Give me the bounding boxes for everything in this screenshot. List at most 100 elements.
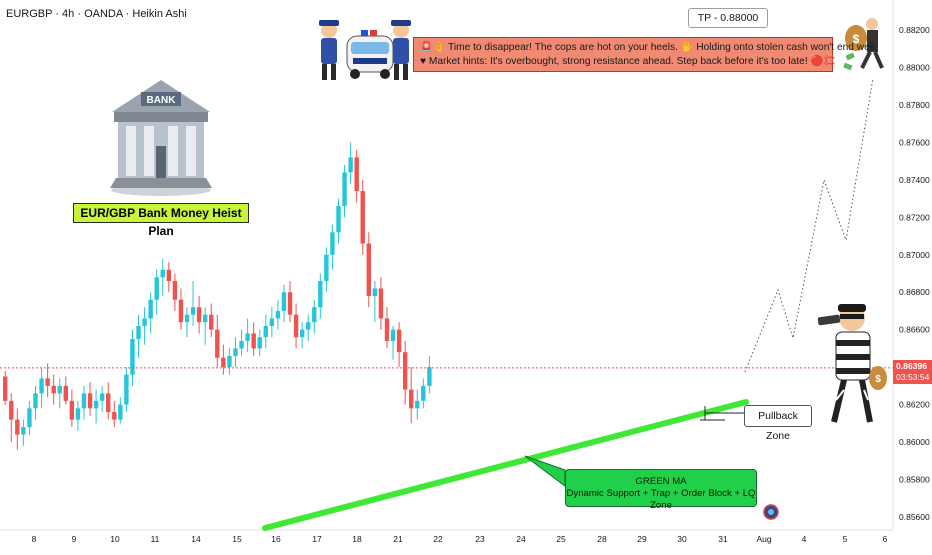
candle-body — [190, 307, 196, 315]
candle-body — [209, 314, 214, 330]
candle — [45, 363, 50, 398]
x-tick-label: 17 — [312, 534, 322, 544]
candle-body — [51, 385, 56, 394]
candle — [299, 322, 305, 349]
y-tick-label: 0.87600 — [899, 137, 930, 147]
symbol-name[interactable]: EURGBP — [6, 8, 53, 20]
candle — [269, 307, 275, 338]
x-tick-label: 30 — [677, 534, 687, 544]
candles — [3, 142, 432, 450]
candle-body — [251, 333, 256, 349]
candle — [415, 389, 420, 420]
candle-body — [324, 254, 329, 281]
candle-body — [330, 232, 335, 255]
candle-body — [57, 385, 62, 394]
candle — [227, 348, 232, 375]
bank-sign: BANK — [147, 95, 177, 106]
x-tick-label: 23 — [475, 534, 485, 544]
candle-body — [39, 378, 44, 394]
candle — [57, 378, 62, 409]
candle — [69, 389, 75, 428]
interval-label[interactable]: 4h — [62, 8, 75, 20]
y-axis-ticks: 0.88200 0.88000 0.87800 0.87600 0.87400 0.872… — [899, 25, 930, 522]
candle-body — [257, 337, 262, 349]
candle-body — [378, 288, 384, 319]
candle-body — [93, 400, 99, 409]
candle — [281, 284, 287, 323]
y-tick-label: 0.87000 — [899, 250, 930, 260]
symbol-header[interactable]: EURGBP · 4h · OANDA · Heikin Ashi — [6, 8, 187, 20]
candle — [33, 385, 38, 420]
candle — [330, 224, 335, 270]
candle-body — [63, 385, 68, 401]
candle — [239, 329, 244, 356]
candle-body — [427, 367, 432, 386]
candle-body — [160, 269, 165, 278]
candle — [384, 307, 390, 349]
candle — [293, 303, 299, 349]
candle-body — [312, 307, 317, 323]
candle-body — [299, 329, 305, 338]
x-tick-label: 10 — [110, 534, 120, 544]
candle — [263, 314, 268, 349]
y-tick-label: 0.87800 — [899, 100, 930, 110]
candle — [81, 385, 87, 420]
candle-body — [215, 329, 220, 358]
candle-body — [415, 400, 420, 409]
candle-body — [221, 357, 226, 368]
candle-body — [318, 280, 323, 308]
bar-countdown: 03:53:54 — [896, 372, 930, 382]
candle-body — [106, 393, 111, 413]
candle-body — [75, 408, 81, 420]
candle-body — [154, 277, 159, 300]
candle — [3, 370, 8, 405]
chart-style-label[interactable]: Heikin Ashi — [132, 8, 187, 20]
thief-telescope-icon: $ — [817, 304, 887, 423]
warning-line-1: 🚨👌 Time to disappear! The cops are hot o… — [420, 42, 878, 53]
svg-text:$: $ — [875, 374, 881, 385]
candle-body — [263, 325, 268, 338]
candle — [402, 340, 408, 405]
candle — [148, 292, 153, 334]
candle — [130, 329, 135, 386]
candle-body — [396, 329, 402, 353]
plan-label: EUR/GBP Bank Money Heist Plan — [73, 203, 249, 238]
candle — [257, 329, 262, 356]
candle — [360, 179, 365, 255]
ma-line-segment — [262, 399, 749, 531]
candle — [51, 374, 56, 405]
candle — [184, 307, 190, 338]
candle-body — [45, 378, 50, 386]
candle — [93, 389, 99, 424]
candle — [336, 198, 341, 244]
candle — [318, 273, 323, 319]
candle — [166, 262, 172, 293]
candle-body — [409, 389, 414, 409]
candle-body — [384, 318, 390, 341]
candle — [154, 269, 159, 315]
candle-body — [172, 280, 178, 300]
candle-body — [142, 318, 147, 326]
candle — [112, 400, 117, 428]
candle — [136, 314, 141, 358]
x-tick-label: 6 — [883, 534, 888, 544]
candle-body — [202, 314, 208, 323]
ma-pointer — [524, 455, 566, 487]
candle-body — [81, 393, 87, 409]
candle-body — [3, 376, 8, 401]
candle-body — [239, 340, 244, 349]
candle — [275, 299, 281, 330]
y-tick-label: 0.85800 — [899, 475, 930, 485]
ma-title: GREEN MA — [635, 476, 687, 487]
y-tick-label: 0.86000 — [899, 437, 930, 447]
x-tick-label: 24 — [516, 534, 526, 544]
candle — [427, 355, 432, 394]
y-tick-label: 0.88000 — [899, 62, 930, 72]
x-tick-label: 4 — [802, 534, 807, 544]
candle — [178, 288, 184, 330]
pullback-zone-label: Pullback Zone — [744, 405, 812, 442]
candle-body — [130, 339, 135, 375]
candle-body — [390, 329, 396, 341]
